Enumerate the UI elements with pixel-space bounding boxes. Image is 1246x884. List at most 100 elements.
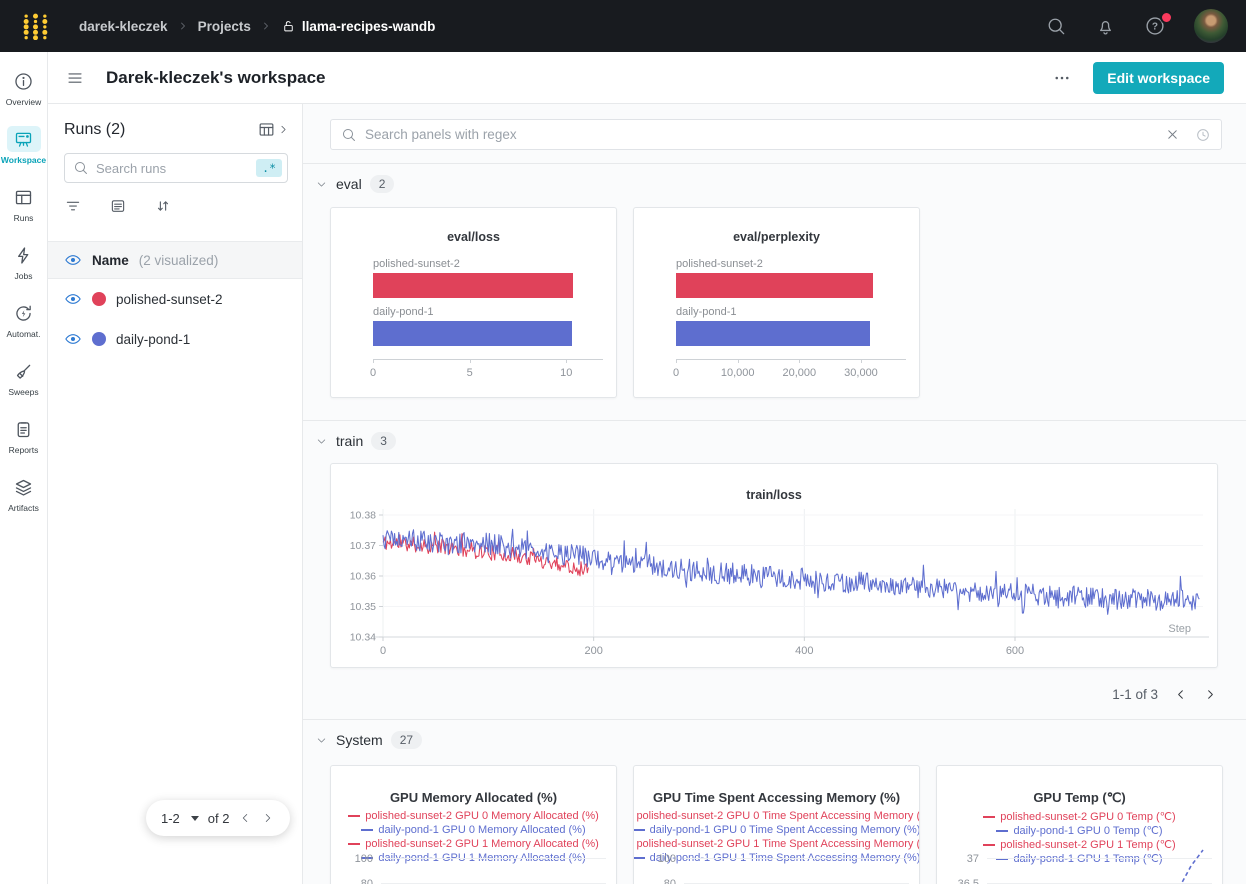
bar-category-label: polished-sunset-2: [676, 258, 763, 270]
svg-text:0: 0: [380, 645, 386, 657]
legend-entry: daily-pond-1 GPU 0 Memory Allocated (%): [331, 823, 616, 837]
gpu-temp-rising-line: [1180, 849, 1204, 884]
legend-line-swatch: [634, 829, 645, 831]
next-page-icon[interactable]: [261, 811, 275, 825]
breadcrumb-user[interactable]: darek-kleczek: [79, 18, 168, 34]
legend-line-swatch: [983, 816, 996, 818]
prev-panel-page-icon[interactable]: [1173, 687, 1188, 702]
filter-icon[interactable]: [64, 197, 82, 215]
sidebar-item-artifacts[interactable]: Artifacts: [0, 474, 47, 513]
section-header-system[interactable]: System 27: [315, 730, 1246, 750]
run-name[interactable]: polished-sunset-2: [116, 291, 223, 307]
bar-chart-plot: polished-sunset-2 daily-pond-1 0 10,000 20…: [673, 258, 906, 397]
prev-page-icon[interactable]: [238, 811, 252, 825]
y-axis: 37 36.5: [951, 846, 1212, 884]
x-axis-ticks: 0 5 10: [370, 359, 603, 385]
y-tick: 36.5: [951, 871, 1212, 884]
visualized-count: (2 visualized): [138, 252, 219, 268]
left-nav-rail: Overview Workspace Runs Jobs Automat. Sw…: [0, 52, 48, 884]
sidebar-item-label: Overview: [5, 97, 42, 107]
section-name[interactable]: train: [336, 433, 364, 449]
section-divider: [303, 163, 1246, 164]
automations-icon: [7, 300, 41, 326]
breadcrumb-project[interactable]: llama-recipes-wandb: [281, 18, 436, 34]
legend-entry: polished-sunset-2 GPU 0 Memory Allocated…: [331, 809, 616, 823]
clipboard-icon: [7, 416, 41, 442]
breadcrumb-project-name: llama-recipes-wandb: [301, 18, 436, 34]
sidebar-item-workspace[interactable]: Workspace: [0, 126, 47, 165]
legend-line-swatch: [996, 830, 1009, 832]
sidebar-item-runs[interactable]: Runs: [0, 184, 47, 223]
group-list-icon[interactable]: [109, 197, 127, 215]
sidebar-item-label: Workspace: [0, 155, 47, 165]
sidebar-item-overview[interactable]: Overview: [0, 68, 47, 107]
chart-legend: polished-sunset-2 GPU 0 Memory Allocated…: [331, 809, 616, 865]
run-color-dot: [92, 292, 106, 306]
expand-runs-table-button[interactable]: [257, 120, 290, 139]
search-panels-input[interactable]: [365, 127, 1157, 142]
sidebar-item-label: Automat.: [6, 329, 41, 339]
panel-eval-perplexity[interactable]: eval/perplexity polished-sunset-2 daily-…: [633, 207, 920, 398]
section-name[interactable]: System: [336, 732, 383, 748]
panel-gpu-memory-allocated[interactable]: GPU Memory Allocated (%) polished-sunset…: [330, 765, 617, 884]
sort-icon[interactable]: [154, 197, 172, 215]
sidebar-item-sweeps[interactable]: Sweeps: [0, 358, 47, 397]
eye-visibility-icon[interactable]: [64, 290, 82, 308]
panels-search-bar: [330, 119, 1222, 150]
overflow-menu-icon[interactable]: [1053, 69, 1071, 87]
bar-category-label: daily-pond-1: [676, 306, 737, 318]
bell-icon[interactable]: [1095, 16, 1116, 37]
chevron-down-icon[interactable]: [315, 178, 328, 191]
legend-entry: daily-pond-1 GPU 0 Time Spent Accessing …: [634, 823, 919, 837]
hamburger-menu-icon[interactable]: [66, 69, 84, 87]
panel-eval-loss[interactable]: eval/loss polished-sunset-2 daily-pond-1…: [330, 207, 617, 398]
svg-text:10.34: 10.34: [350, 632, 376, 644]
panel-train-loss[interactable]: 0 200 400 600 10.34 10.35 10.36 10.37 10.38 Step …: [330, 463, 1218, 668]
y-tick: 37: [951, 846, 1212, 871]
wandb-logo[interactable]: [22, 13, 49, 40]
column-header-name[interactable]: Name: [92, 252, 129, 268]
run-name[interactable]: daily-pond-1: [116, 331, 191, 347]
x-axis: [676, 359, 906, 360]
page-title: Darek-kleczek's workspace: [106, 67, 326, 87]
workspace-header: Darek-kleczek's workspace Edit workspace: [48, 52, 1246, 104]
legend-line-swatch: [348, 843, 361, 845]
sidebar-item-label: Artifacts: [8, 503, 39, 513]
chart-title: eval/loss: [447, 230, 500, 244]
avatar[interactable]: [1194, 9, 1228, 43]
regex-toggle[interactable]: .*: [256, 159, 282, 177]
eye-visibility-icon[interactable]: [64, 330, 82, 348]
sidebar-item-automations[interactable]: Automat.: [0, 300, 47, 339]
runs-panel: Runs (2) .* Name (2 visualized) polished…: [48, 104, 303, 884]
section-header-train[interactable]: train 3: [315, 431, 1246, 451]
sidebar-item-reports[interactable]: Reports: [0, 416, 47, 455]
legend-line-swatch: [983, 844, 996, 846]
history-icon[interactable]: [1195, 127, 1211, 143]
help-button[interactable]: ?: [1144, 11, 1173, 37]
section-header-eval[interactable]: eval 2: [315, 174, 1246, 194]
sidebar-item-label: Sweeps: [8, 387, 39, 397]
chart-title: GPU Temp (℃): [1033, 790, 1126, 805]
breadcrumb-projects[interactable]: Projects: [197, 18, 251, 34]
run-row-daily-pond-1[interactable]: daily-pond-1: [48, 319, 302, 359]
panel-gpu-temp[interactable]: GPU Temp (℃) polished-sunset-2 GPU 0 Tem…: [936, 765, 1223, 884]
run-row-polished-sunset-2[interactable]: polished-sunset-2: [48, 279, 302, 319]
navbar-actions: ?: [1046, 9, 1228, 43]
next-panel-page-icon[interactable]: [1203, 687, 1218, 702]
eye-visibility-icon[interactable]: [64, 251, 82, 269]
runs-search-box: .*: [64, 153, 288, 183]
panel-gpu-time-accessing-memory[interactable]: GPU Time Spent Accessing Memory (%) poli…: [633, 765, 920, 884]
chevron-down-icon[interactable]: [315, 435, 328, 448]
page-size-caret-icon[interactable]: [190, 815, 199, 821]
chevron-down-icon[interactable]: [315, 734, 328, 747]
search-icon[interactable]: [1046, 16, 1067, 37]
search-runs-input[interactable]: [96, 160, 250, 176]
sidebar-item-jobs[interactable]: Jobs: [0, 242, 47, 281]
help-icon: ?: [1146, 17, 1164, 35]
lock-open-icon: [284, 20, 293, 31]
section-divider: [303, 420, 1246, 421]
section-name[interactable]: eval: [336, 176, 362, 192]
legend-entry: polished-sunset-2 GPU 1 Time Spent Acces…: [634, 837, 919, 851]
edit-workspace-button[interactable]: Edit workspace: [1093, 61, 1224, 94]
clear-search-icon[interactable]: [1165, 127, 1180, 142]
